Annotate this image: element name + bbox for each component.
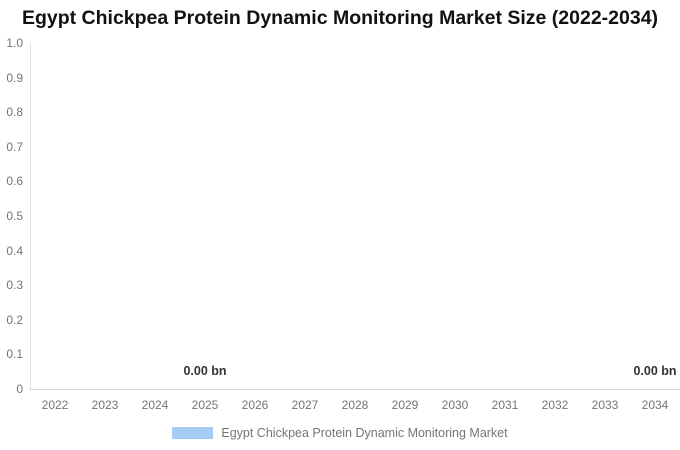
legend: Egypt Chickpea Protein Dynamic Monitorin… bbox=[0, 426, 680, 440]
y-axis-tick-label: 0.7 bbox=[6, 139, 23, 154]
y-axis-tick-label: 0.4 bbox=[6, 243, 23, 258]
chart-title: Egypt Chickpea Protein Dynamic Monitorin… bbox=[21, 7, 659, 29]
y-axis-tick-label: 1.0 bbox=[6, 36, 23, 50]
x-axis-tick-label: 2028 bbox=[341, 398, 369, 412]
x-axis-tick-label: 2026 bbox=[241, 398, 269, 412]
x-axis-tick-label: 2027 bbox=[291, 398, 319, 412]
legend-swatch-icon bbox=[172, 427, 214, 439]
y-axis-tick-label: 0.5 bbox=[6, 209, 23, 223]
x-axis-line bbox=[30, 389, 680, 390]
x-axis-tick-label: 2034 bbox=[641, 398, 669, 412]
y-axis-tick-label: 0.2 bbox=[6, 312, 23, 327]
y-axis-tick-label: 0.3 bbox=[6, 278, 23, 293]
y-axis-tick-label: 0.6 bbox=[6, 174, 23, 189]
y-axis-tick-label: 0.8 bbox=[6, 105, 23, 120]
x-axis-tick-label: 2022 bbox=[41, 398, 69, 412]
y-axis-line bbox=[30, 43, 31, 389]
x-axis-tick-label: 2032 bbox=[541, 398, 569, 412]
x-axis-tick-label: 2031 bbox=[491, 398, 519, 412]
legend-label: Egypt Chickpea Protein Dynamic Monitorin… bbox=[221, 426, 508, 440]
x-axis-tick-label: 2030 bbox=[441, 398, 469, 412]
legend-item[interactable]: Egypt Chickpea Protein Dynamic Monitorin… bbox=[172, 426, 508, 440]
x-axis-tick-label: 2025 bbox=[191, 398, 219, 412]
bar-value-label: 0.00 bn bbox=[633, 364, 677, 378]
x-axis-tick-label: 2023 bbox=[91, 398, 119, 412]
y-axis-tick-label: 0.9 bbox=[6, 70, 23, 85]
y-axis-tick-label: 0.1 bbox=[6, 347, 23, 362]
y-axis-tick-label: 0 bbox=[16, 382, 23, 396]
bar-value-label: 0.00 bn bbox=[183, 364, 227, 378]
x-axis-tick-label: 2033 bbox=[591, 398, 619, 412]
x-axis-tick-label: 2024 bbox=[141, 398, 169, 412]
x-axis-tick-label: 2029 bbox=[391, 398, 419, 412]
